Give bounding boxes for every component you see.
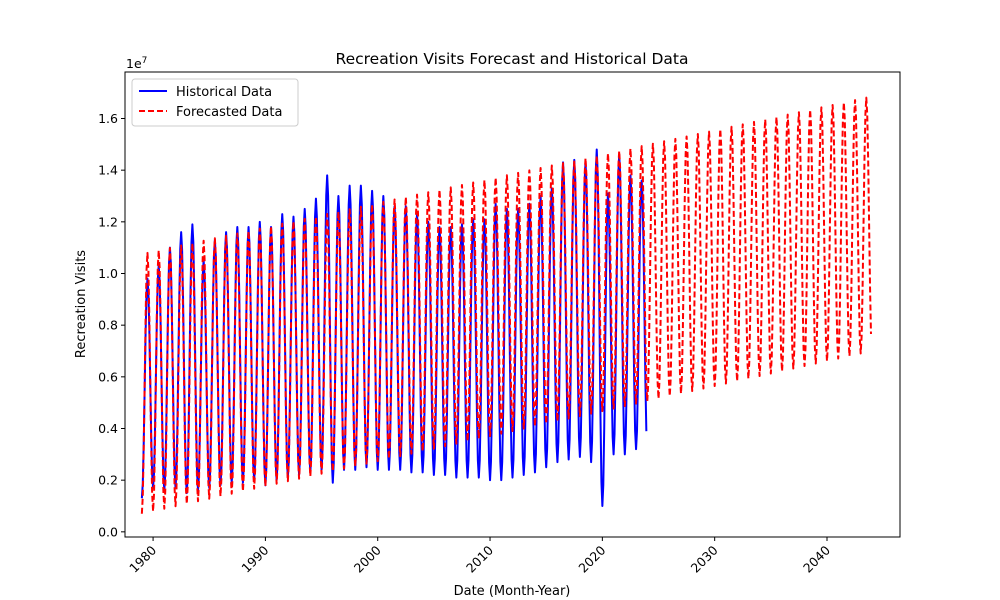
- x-tick-label-2020: 2020: [575, 542, 608, 575]
- y-tick-label-1: 0.2: [98, 473, 118, 488]
- y-tick-label-2: 0.4: [98, 421, 118, 436]
- x-tick-label-2000: 2000: [351, 542, 384, 575]
- y-axis-label: Recreation Visits: [74, 250, 89, 358]
- legend-label-forecast: Forecasted Data: [176, 105, 282, 120]
- x-tick-label-1990: 1990: [238, 542, 271, 575]
- y-tick-label-7: 1.4: [98, 163, 118, 178]
- y-axis: 0.0 0.2 0.4 0.6 0.8 1.0 1.2 1.4 1.6: [98, 111, 125, 539]
- y-tick-label-5: 1.0: [98, 266, 118, 281]
- x-axis-label: Date (Month-Year): [454, 584, 571, 599]
- chart-title: Recreation Visits Forecast and Historica…: [336, 50, 689, 68]
- y-scale-note: 1e7: [126, 56, 147, 71]
- x-tick-label-2040: 2040: [800, 542, 833, 575]
- y-tick-label-6: 1.2: [98, 214, 118, 229]
- x-tick-label-2030: 2030: [688, 542, 721, 575]
- legend-box: [131, 78, 299, 127]
- plot-frame: [124, 71, 901, 538]
- legend: Historical Data Forecasted Data: [131, 78, 299, 127]
- y-tick-label-0: 0.0: [98, 524, 118, 539]
- legend-label-historical: Historical Data: [176, 85, 272, 100]
- y-tick-label-4: 0.8: [98, 318, 118, 333]
- y-tick-label-8: 1.6: [98, 111, 118, 126]
- plot-area: [140, 96, 872, 514]
- x-axis: 1980 1990 2000 2010 2020 2030 2040: [126, 537, 833, 576]
- y-tick-label-3: 0.6: [98, 369, 118, 384]
- x-tick-label-1980: 1980: [126, 542, 159, 575]
- series-line-forecast: [140, 96, 872, 514]
- x-tick-label-2010: 2010: [463, 542, 496, 575]
